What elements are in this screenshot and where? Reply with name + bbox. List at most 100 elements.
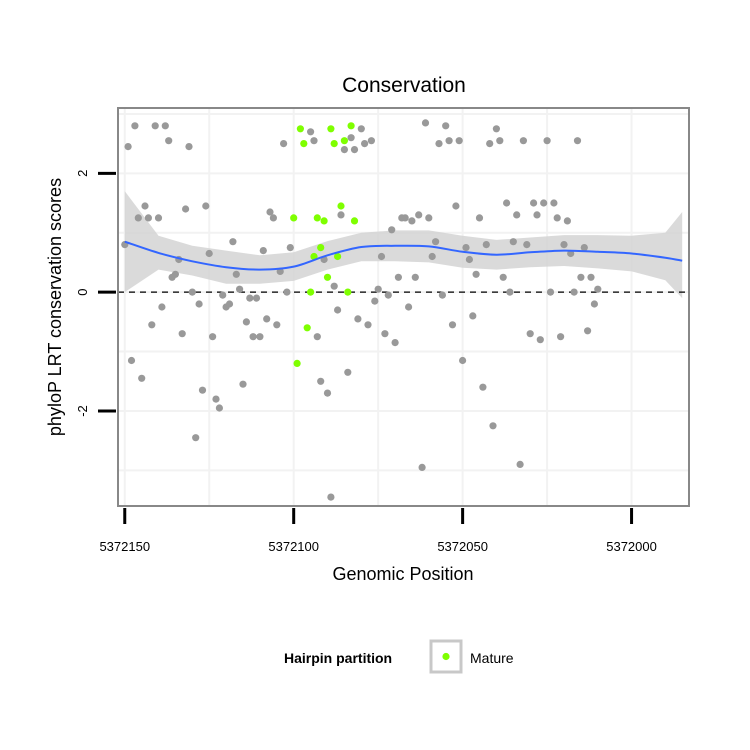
other-point [263, 315, 271, 323]
other-point [421, 119, 430, 127]
chart-title: Conservation [342, 74, 466, 97]
other-point [503, 199, 511, 207]
other-point [124, 143, 132, 151]
other-point [334, 306, 342, 314]
other-point [401, 214, 409, 222]
other-point [472, 270, 480, 278]
other-point [202, 202, 210, 210]
other-point [530, 199, 538, 207]
confidence-band-area [124, 191, 683, 299]
other-point [337, 211, 345, 219]
other-point [516, 460, 524, 468]
smooth-curve [124, 240, 683, 271]
other-point [171, 270, 179, 278]
mature-point [320, 217, 328, 225]
other-point [563, 217, 572, 225]
other-point [195, 300, 203, 308]
other-point [148, 321, 156, 329]
mature-point [290, 214, 298, 222]
other-point [452, 202, 460, 210]
other-point [546, 288, 555, 296]
other-point [205, 249, 213, 258]
other-point [236, 285, 244, 293]
confidence-band [124, 191, 683, 299]
y-axis: -2 0 2 [75, 170, 116, 417]
other-point [327, 493, 335, 501]
other-point [127, 356, 136, 365]
other-point [587, 273, 595, 281]
other-point [192, 434, 200, 442]
other-point [188, 288, 196, 296]
other-point [134, 214, 142, 222]
other-point [584, 327, 592, 335]
other-point [411, 273, 419, 281]
other-point [394, 273, 402, 281]
other-point [182, 205, 190, 213]
x-tick-label: 5372050 [437, 539, 488, 554]
y-tick-label: 0 [75, 288, 90, 295]
other-point [418, 463, 426, 471]
other-point [225, 300, 234, 308]
mature-point [313, 214, 321, 222]
other-point [246, 294, 254, 302]
other-point [178, 330, 186, 338]
other-point [154, 214, 163, 222]
other-point [462, 244, 470, 252]
x-tick-label: 5372150 [99, 539, 150, 554]
other-point [185, 143, 193, 151]
mature-point [330, 140, 338, 148]
mature-point [317, 244, 325, 252]
other-point [357, 125, 365, 133]
other-point [313, 333, 321, 341]
x-tick-label: 5372100 [268, 539, 319, 554]
other-point [252, 294, 261, 302]
mature-point [307, 288, 315, 296]
other-point [286, 244, 294, 252]
other-point [489, 422, 497, 430]
other-point [459, 356, 467, 365]
other-point [323, 389, 332, 397]
other-point [219, 291, 227, 299]
other-point [364, 321, 372, 329]
other-point [138, 374, 146, 382]
other-point [242, 318, 250, 326]
other-point [384, 291, 392, 299]
mature-point [347, 122, 355, 130]
other-point [256, 333, 264, 341]
other-point [405, 303, 413, 311]
other-point [374, 285, 382, 293]
other-point [448, 321, 457, 329]
other-point [273, 321, 281, 329]
other-point [209, 333, 217, 341]
other-point [536, 336, 544, 344]
other-point [239, 380, 247, 388]
other-point [519, 137, 528, 145]
mature-point [334, 252, 342, 261]
other-point [509, 238, 517, 246]
other-point [533, 211, 541, 219]
other-point [557, 333, 565, 341]
other-point [377, 252, 386, 261]
other-point [391, 339, 399, 347]
other-point [573, 137, 582, 145]
other-point [506, 288, 514, 296]
other-point [553, 214, 561, 222]
y-axis-label: phyloP LRT conservation scores [45, 178, 65, 436]
other-point [259, 247, 267, 255]
other-point [435, 140, 443, 148]
other-point [347, 134, 355, 142]
other-point [438, 291, 446, 299]
other-point [144, 214, 152, 222]
x-tick-label: 5372000 [606, 539, 657, 554]
other-point [215, 404, 223, 412]
other-point [151, 122, 159, 130]
other-point [340, 146, 348, 154]
other-point [469, 312, 477, 320]
other-point [543, 137, 551, 145]
x-axis-label: Genomic Position [332, 564, 473, 584]
mature-point [327, 125, 335, 133]
plot-panel-background [118, 108, 689, 506]
other-point [381, 330, 389, 338]
other-point [388, 226, 396, 234]
other-point [229, 238, 237, 246]
